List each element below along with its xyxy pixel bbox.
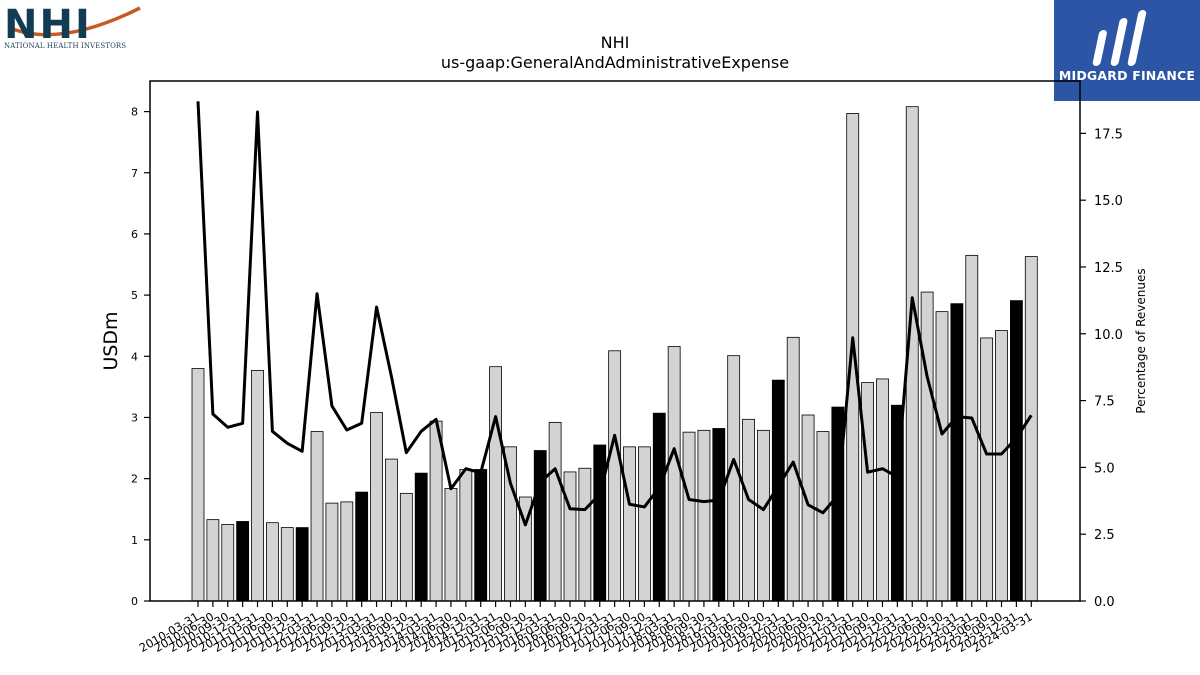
midgard-brand-text: MIDGARD FINANCE [1058, 68, 1196, 83]
bar-2023-06-30 [980, 337, 994, 602]
bar-2021-09-30 [876, 378, 889, 602]
bar-2013-06-30 [385, 458, 398, 602]
bar-2012-09-30 [340, 501, 354, 602]
bar-series [191, 106, 1038, 602]
bar-2012-06-30 [325, 502, 339, 602]
y-axis-label: USDm [100, 311, 122, 370]
y-tick-label: 2 [131, 473, 138, 486]
nhi-logo-mark: NHI [4, 2, 141, 48]
bar-2010-09-30 [221, 524, 235, 602]
bar-2022-06-30 [920, 291, 934, 602]
axes: 0123456780.02.55.07.510.012.515.017.5201… [131, 80, 1123, 655]
chart-subtitle: us-gaap:GeneralAndAdministrativeExpense [441, 53, 789, 72]
line-series [196, 101, 1033, 527]
bar-2015-03-31 [489, 366, 503, 602]
y-tick-label: 4 [131, 350, 138, 363]
bar-2010-03-31 [191, 368, 205, 602]
bar-2011-06-30 [265, 522, 279, 602]
bar-2011-03-31 [251, 369, 264, 602]
y2-tick-label: 17.5 [1094, 127, 1123, 142]
bar-2023-12-31 [1010, 300, 1023, 602]
bar-2017-06-30 [623, 446, 636, 602]
y2-tick-label: 15.0 [1094, 194, 1123, 209]
bar-2023-09-30 [995, 330, 1008, 602]
y2-tick-label: 7.5 [1094, 395, 1115, 410]
bar-2021-03-31 [846, 113, 860, 602]
y-tick-label: 0 [131, 595, 138, 608]
bar-2021-06-30 [861, 382, 874, 602]
y-tick-label: 3 [131, 411, 138, 424]
bar-2019-09-30 [757, 429, 770, 602]
nhi-wordmark: NHI [4, 2, 92, 44]
midgard-logo: MIDGARD FINANCE [1054, 0, 1200, 101]
bar-2018-12-31 [712, 428, 726, 602]
y2-axis-label: Percentage of Revenues [1134, 268, 1148, 413]
bar-2013-09-30 [399, 492, 413, 602]
midgard-m-icon [1092, 10, 1147, 66]
bar-2012-12-31 [355, 491, 369, 602]
y-tick-label: 6 [131, 228, 138, 241]
bar-2024-03-31 [1024, 256, 1038, 602]
nhi-swoosh-icon [9, 6, 141, 37]
bar-2019-03-31 [727, 355, 741, 602]
bar-2015-12-31 [533, 450, 547, 602]
bar-2013-03-31 [370, 412, 383, 602]
bar-2014-12-31 [474, 469, 488, 602]
bar-2018-09-30 [697, 429, 711, 602]
bar-2011-12-31 [295, 527, 309, 602]
y2-tick-label: 0.0 [1094, 595, 1115, 610]
bar-2014-06-30 [444, 488, 458, 602]
bar-2020-09-30 [816, 431, 830, 602]
y2-tick-label: 2.5 [1094, 528, 1115, 543]
y2-tick-label: 10.0 [1094, 328, 1123, 343]
y-tick-label: 5 [131, 289, 138, 302]
y-tick-label: 8 [131, 106, 138, 119]
bar-2012-03-31 [310, 431, 324, 602]
bar-2014-03-31 [429, 420, 443, 602]
y-tick-label: 7 [131, 167, 138, 180]
bar-2018-06-30 [682, 431, 696, 602]
nhi-subtitle: NATIONAL HEALTH INVESTORS [4, 42, 127, 50]
bar-2016-06-30 [563, 471, 577, 602]
bar-2016-03-31 [548, 421, 562, 602]
bar-2011-09-30 [280, 527, 294, 602]
bar-2017-03-31 [608, 350, 622, 602]
bar-2016-09-30 [578, 467, 592, 602]
nhi-logo: NHI NATIONAL HEALTH INVESTORS [0, 0, 150, 56]
chart-title: NHI [601, 33, 630, 52]
bar-2016-12-31 [593, 444, 607, 602]
bar-2022-12-31 [950, 303, 964, 602]
bar-2017-09-30 [638, 446, 651, 602]
bar-2018-03-31 [667, 346, 681, 602]
bar-2022-09-30 [935, 311, 949, 602]
bar-2014-09-30 [459, 469, 473, 602]
bar-2019-06-30 [742, 418, 755, 602]
y2-tick-label: 5.0 [1094, 461, 1115, 476]
y-tick-label: 1 [131, 534, 138, 547]
bar-2013-12-31 [414, 472, 428, 602]
y2-tick-label: 12.5 [1094, 261, 1123, 276]
bar-2010-12-31 [236, 521, 250, 602]
pct-revenue-line [196, 101, 1033, 527]
bar-2010-06-30 [206, 519, 220, 602]
bar-2017-12-31 [652, 412, 666, 602]
